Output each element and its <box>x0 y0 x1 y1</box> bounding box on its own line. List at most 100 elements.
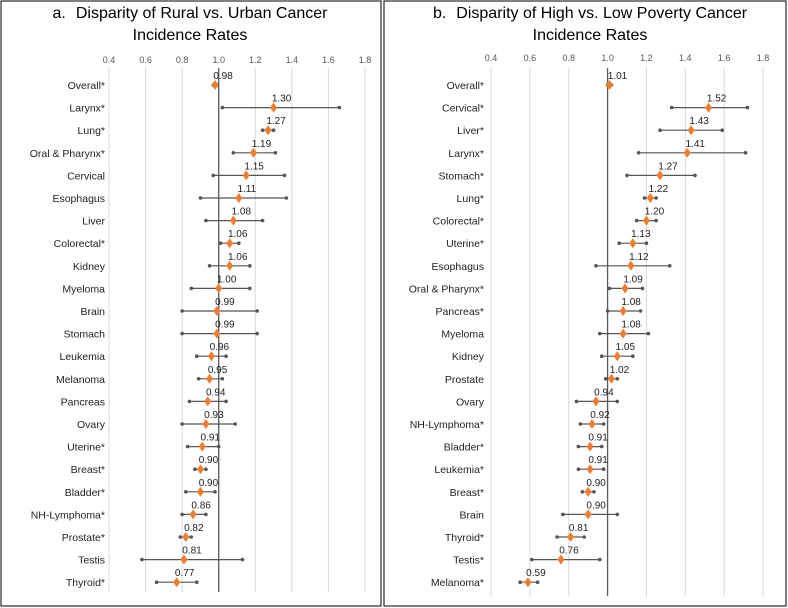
ci-lower-cap <box>530 557 534 562</box>
ci-lower-cap <box>578 422 583 426</box>
ci-lower-cap <box>194 354 199 359</box>
point-estimate-marker <box>173 577 181 588</box>
data-label: 1.05 <box>616 342 636 353</box>
ci-lower-cap <box>603 377 608 381</box>
ci-upper-cap <box>224 354 228 359</box>
data-label: 1.08 <box>621 320 641 331</box>
data-label: 1.11 <box>237 184 256 195</box>
data-label: 0.99 <box>215 297 235 308</box>
ci-upper-cap <box>615 512 620 517</box>
category-label: Colorectal* <box>433 216 484 228</box>
ci-lower-cap <box>198 196 203 200</box>
point-estimate-marker <box>606 80 614 90</box>
ci-lower-cap <box>625 173 629 178</box>
ci-lower-cap <box>658 128 662 132</box>
point-estimate-marker <box>646 193 654 203</box>
ci-upper-cap <box>582 535 587 539</box>
x-tick-label: 1.4 <box>286 55 299 65</box>
forest-row: Ovary 0.94 <box>456 387 620 408</box>
ci-upper-cap <box>204 467 208 472</box>
category-label: Melanoma* <box>431 577 484 589</box>
ci-upper-cap <box>282 173 287 178</box>
ci-upper-cap <box>233 422 237 426</box>
data-label: 1.52 <box>707 94 727 105</box>
category-label: Leukemia <box>59 351 105 363</box>
data-label: 0.98 <box>213 71 233 82</box>
forest-row: Colorectal* 1.06 <box>54 229 248 250</box>
category-label: Melanoma <box>56 374 105 386</box>
category-label: Stomach <box>64 329 106 341</box>
x-tick-label: 1.8 <box>757 53 770 63</box>
ci-lower-cap <box>140 557 144 562</box>
point-estimate-marker <box>642 215 650 226</box>
point-estimate-marker <box>206 373 214 384</box>
category-label: Larynx* <box>69 103 105 115</box>
point-estimate-marker <box>524 577 532 588</box>
x-tick-label: 0.4 <box>103 55 116 65</box>
ci-upper-cap <box>337 105 342 110</box>
category-label: Ovary <box>456 396 485 408</box>
x-tick-label: 0.4 <box>485 53 498 63</box>
forest-row: Liver* 1.43 <box>457 116 724 137</box>
forest-row: Esophagus 1.11 <box>52 184 289 205</box>
category-label: Pancreas* <box>436 306 484 318</box>
x-tick-label: 1.6 <box>322 55 335 65</box>
data-label: 0.96 <box>210 342 230 353</box>
ci-upper-cap <box>194 580 199 584</box>
ci-lower-cap <box>260 128 265 132</box>
point-estimate-marker <box>683 147 691 158</box>
forest-row: Myeloma 1.08 <box>441 320 651 341</box>
point-estimate-marker <box>584 486 592 497</box>
x-tick-label: 1.4 <box>679 53 692 63</box>
forest-row: Larynx* 1.30 <box>69 94 342 115</box>
data-label: 1.27 <box>658 161 678 172</box>
chart-title-line-1: b. Disparity of High vs. Low Poverty Canc… <box>433 5 748 22</box>
ci-lower-cap <box>196 377 201 381</box>
data-label: 0.90 <box>199 478 219 489</box>
forest-row: Lung* 1.22 <box>457 184 669 205</box>
forest-row: Oral & Pharynx* 1.19 <box>30 139 278 160</box>
data-label: 1.41 <box>685 139 705 150</box>
point-estimate-marker <box>264 125 272 136</box>
ci-lower-cap <box>180 512 184 517</box>
point-estimate-marker <box>687 125 695 136</box>
forest-row: Prostate 1.02 <box>445 365 630 386</box>
ci-lower-cap <box>636 151 641 155</box>
category-label: Thyroid* <box>445 532 484 544</box>
category-label: Ovary <box>77 419 106 431</box>
data-label: 0.82 <box>184 523 204 534</box>
point-estimate-marker <box>586 464 594 475</box>
ci-lower-cap <box>594 264 598 268</box>
category-label: Overall* <box>68 80 105 92</box>
ci-upper-cap <box>640 286 645 291</box>
category-label: Thyroid* <box>66 577 105 589</box>
data-label: 1.00 <box>217 274 237 285</box>
point-estimate-marker <box>215 283 223 294</box>
category-label: Testis* <box>453 555 484 567</box>
ci-lower-cap <box>220 105 225 110</box>
ci-lower-cap <box>580 490 585 494</box>
point-estimate-marker <box>196 486 204 497</box>
ci-upper-cap <box>592 490 596 494</box>
forest-row: Brain 0.90 <box>459 500 620 521</box>
ci-lower-cap <box>180 331 184 336</box>
category-label: Testis <box>78 555 105 567</box>
data-label: 1.06 <box>228 252 248 263</box>
panel-letter: b. <box>433 5 446 22</box>
category-label: Uterine* <box>446 238 484 250</box>
forest-row: Pancreas 0.94 <box>61 387 228 408</box>
point-estimate-marker <box>567 532 575 542</box>
point-estimate-marker <box>584 509 592 520</box>
category-label: Kidney <box>452 351 485 363</box>
ci-lower-cap <box>180 422 184 426</box>
chart-title-text: Disparity of High vs. Low Poverty Cancer <box>456 5 747 22</box>
category-label: Myeloma <box>441 329 484 341</box>
forest-row: Bladder* 0.91 <box>444 433 609 454</box>
panel-b: b. Disparity of High vs. Low Poverty Canc… <box>409 5 770 596</box>
data-label: 1.15 <box>244 161 264 172</box>
ci-lower-cap <box>574 399 579 404</box>
category-label: Kidney <box>73 261 106 273</box>
category-label: Uterine* <box>67 442 105 454</box>
forest-row: Cervical 1.15 <box>67 161 287 182</box>
point-estimate-marker <box>656 170 664 181</box>
